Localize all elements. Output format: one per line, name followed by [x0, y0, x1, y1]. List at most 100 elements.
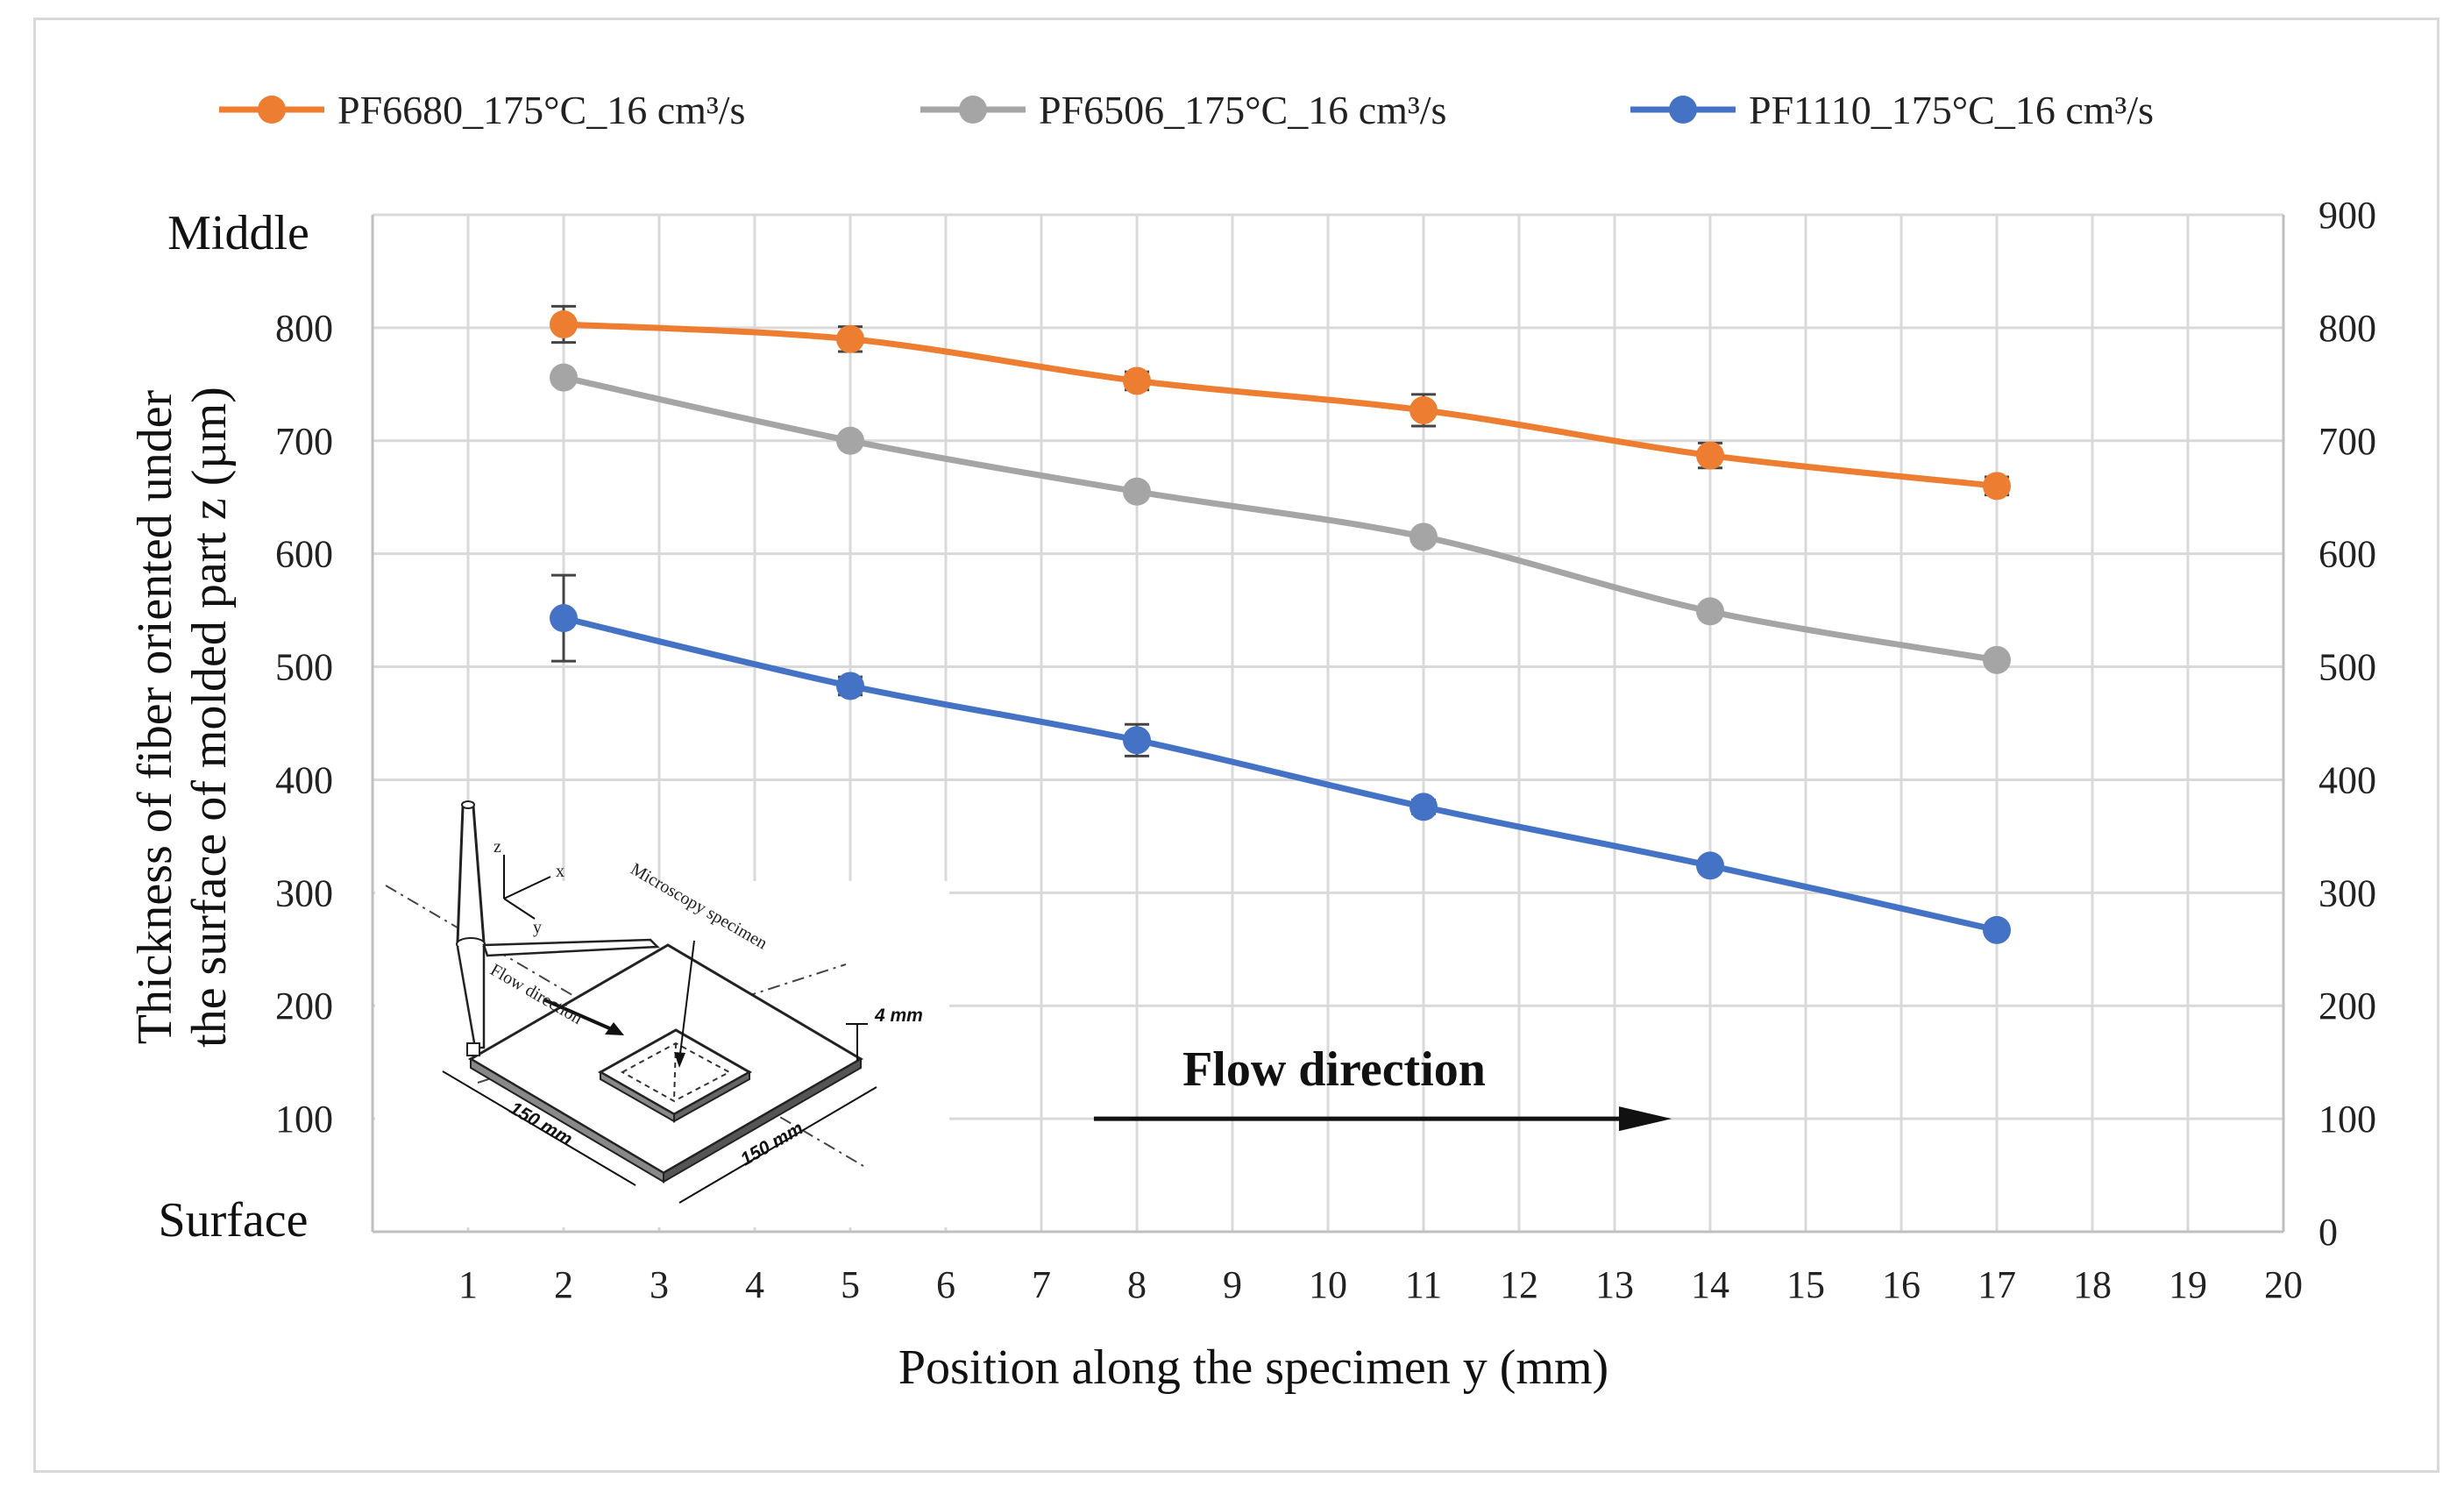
x-tick-label: 13	[1595, 1263, 1634, 1306]
inset-x-axis	[503, 876, 551, 899]
x-tick-label: 4	[745, 1263, 764, 1306]
y-axis-title: Thickness of fiber oriented under the su…	[128, 387, 237, 1048]
x-tick-labels: 1 2 3 4 5 6 7 8 9 10 11 12 13 14 15 16 17 18 19 20	[458, 1263, 2303, 1306]
y-tick-label-right: 0	[2318, 1211, 2338, 1254]
data-point	[1983, 645, 2011, 674]
data-point	[1410, 523, 1438, 551]
inset-specimen-side	[673, 1070, 750, 1123]
inset-flow-arrowhead	[605, 1022, 624, 1035]
y-tick-label-right: 600	[2318, 533, 2376, 576]
inset-specimen-inner	[620, 1041, 732, 1103]
x-tick-label: 8	[1127, 1263, 1147, 1306]
x-tick-label: 6	[936, 1263, 955, 1306]
inset-plate-side	[663, 1057, 862, 1184]
surface-label: Surface	[158, 1193, 308, 1248]
flow-direction-label: Flow direction	[1182, 1042, 1486, 1097]
x-tick-label: 19	[2169, 1263, 2207, 1306]
inset-axis-y-label: y	[533, 918, 542, 937]
inset-guide-line	[385, 885, 864, 1167]
data-point	[1983, 915, 2011, 944]
x-tick-label: 20	[2264, 1263, 2303, 1306]
data-point	[1696, 597, 1724, 626]
legend-marker	[1669, 96, 1697, 124]
legend-marker	[258, 96, 286, 124]
y-tick-label-left: 500	[275, 646, 333, 689]
y-axis-title-line-2: the surface of molded part z (µm)	[182, 387, 237, 1048]
series-group	[550, 304, 2011, 944]
y-tick-label-left: 700	[275, 420, 333, 463]
data-point	[1696, 851, 1724, 880]
data-point	[836, 672, 864, 700]
inset-axis-x-label: x	[556, 862, 565, 881]
series-line	[563, 321, 1998, 489]
y-tick-label-right: 100	[2318, 1098, 2376, 1141]
data-point	[1123, 726, 1151, 755]
flow-direction-annotation: Flow direction	[1093, 1042, 1672, 1132]
x-tick-label: 5	[841, 1263, 860, 1306]
inset-sprue	[456, 805, 486, 944]
x-tick-label: 7	[1032, 1263, 1051, 1306]
data-point	[836, 426, 864, 455]
y-tick-label-right: 200	[2318, 985, 2376, 1027]
y-tick-label-left: 800	[275, 307, 333, 350]
data-point	[836, 324, 864, 353]
x-tick-label: 2	[554, 1263, 573, 1306]
x-tick-label: 9	[1223, 1263, 1242, 1306]
series-2	[550, 363, 2011, 674]
inset-flow-arrow	[543, 998, 614, 1032]
chart-frame	[33, 18, 2439, 1473]
x-tick-label: 3	[650, 1263, 669, 1306]
legend-marker	[959, 96, 987, 124]
data-point	[550, 310, 578, 339]
inset-runner-horizontal	[482, 938, 660, 957]
data-point	[1410, 793, 1438, 821]
legend-label: PF6506_175°C_16 cm³/s	[1039, 88, 1446, 132]
data-point	[1123, 477, 1151, 506]
x-tick-label: 1	[458, 1263, 478, 1306]
y-tick-labels-right: 0 100 200 300 400 500 600 700 800 900	[2318, 194, 2376, 1254]
inset-y-axis	[503, 898, 536, 920]
data-point	[1983, 472, 2011, 501]
inset-width-dim-line	[678, 1086, 877, 1204]
data-point	[1696, 441, 1724, 470]
data-point	[550, 604, 578, 633]
x-tick-label: 15	[1786, 1263, 1825, 1306]
y-tick-labels-left: 100 200 300 400 500 600 700 800	[275, 307, 333, 1141]
x-tick-label: 10	[1309, 1263, 1347, 1306]
series-line	[563, 374, 1998, 664]
legend-label: PF6680_175°C_16 cm³/s	[337, 88, 745, 132]
series-1	[550, 304, 2011, 501]
x-tick-label: 16	[1882, 1263, 1921, 1306]
inset-microscopy-arrowhead	[674, 1052, 685, 1068]
legend: PF6680_175°C_16 cm³/s PF6506_175°C_16 cm³…	[219, 88, 2154, 132]
y-tick-label-left: 400	[275, 758, 333, 801]
series-3	[550, 573, 2011, 944]
x-axis-title: Position along the specimen y (mm)	[898, 1340, 1608, 1395]
inset-axis-z-label: z	[494, 837, 501, 857]
specimen-inset-diagram: z x y Microscopy specimen Flow direction…	[375, 800, 949, 1227]
x-tick-label: 14	[1691, 1263, 1729, 1306]
data-point	[1410, 395, 1438, 424]
inset-width-dim-line	[442, 1070, 636, 1186]
data-point	[1123, 366, 1151, 395]
data-point	[550, 363, 578, 392]
y-tick-label-left: 200	[275, 985, 333, 1027]
flow-direction-arrowhead	[1618, 1106, 1672, 1132]
middle-label: Middle	[167, 206, 309, 260]
legend-label: PF1110_175°C_16 cm³/s	[1749, 88, 2154, 132]
y-tick-label-right: 400	[2318, 758, 2376, 801]
y-tick-label-right: 700	[2318, 420, 2376, 463]
y-tick-label-right: 300	[2318, 871, 2376, 914]
y-tick-label-left: 100	[275, 1098, 333, 1141]
x-tick-label: 18	[2073, 1263, 2112, 1306]
axes	[371, 215, 2285, 1233]
y-tick-label-right: 900	[2318, 194, 2376, 237]
inset-sprue-top	[461, 800, 475, 809]
inset-thickness-label: 4 mm	[874, 1006, 923, 1026]
inset-microscopy-pointer	[678, 940, 695, 1062]
x-tick-label: 12	[1500, 1263, 1538, 1306]
y-axis-title-line-1: Thickness of fiber oriented under	[128, 389, 182, 1044]
x-tick-label: 17	[1978, 1263, 2016, 1306]
series-line	[563, 615, 1998, 934]
